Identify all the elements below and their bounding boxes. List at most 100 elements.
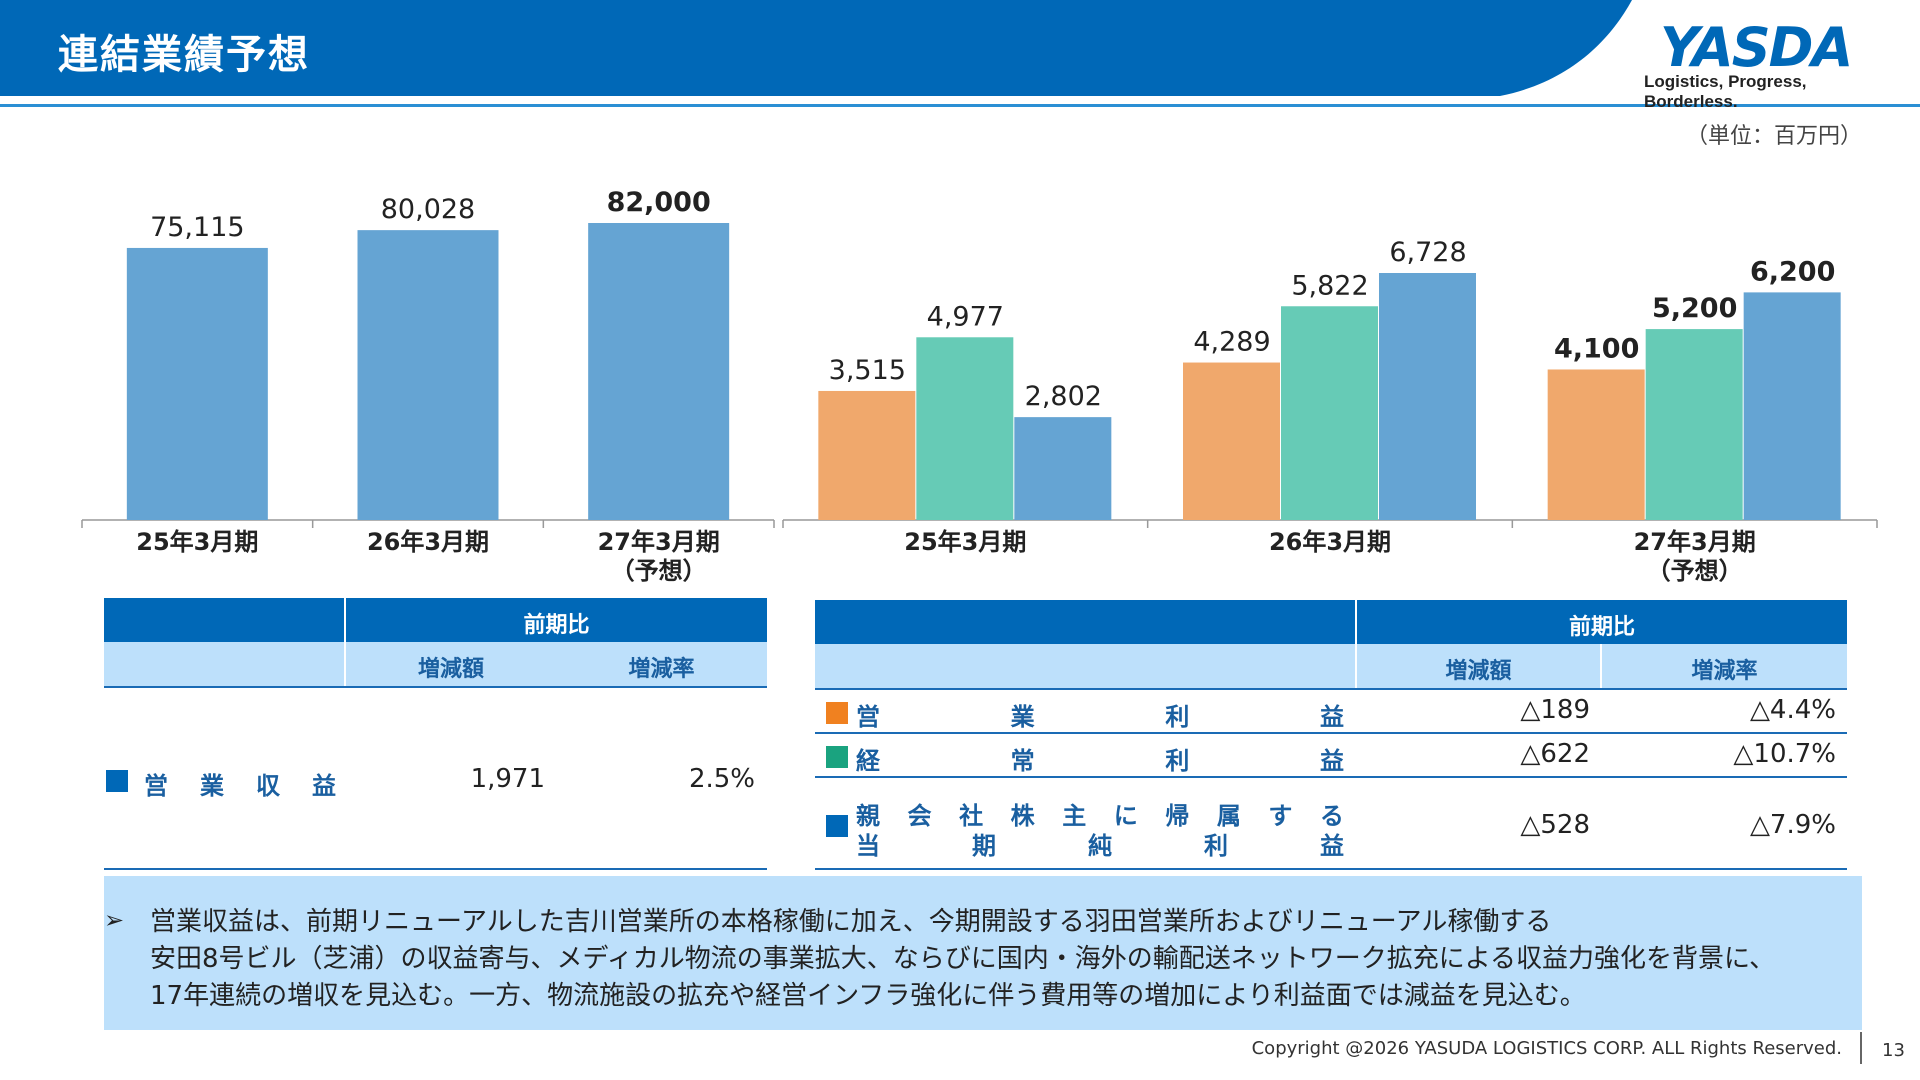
sales-label-char: 営 [144, 772, 168, 800]
sales-value-label: 80,028 [381, 194, 475, 225]
sales-category-label: 25年3月期 [136, 528, 258, 556]
ordinary-profit-value-label: 5,822 [1291, 270, 1368, 301]
copyright-text: Copyright @2026 YASUDA LOGISTICS CORP. A… [1251, 1038, 1842, 1059]
ordinary-profit-bar [1645, 329, 1743, 520]
ordinary-profit-value-label: 4,977 [927, 301, 1004, 332]
net-income-value-label: 6,728 [1389, 237, 1466, 268]
net-income-label-char: 属 [1216, 802, 1241, 830]
net-income-bar [1743, 292, 1841, 520]
operating-profit-bar [1547, 369, 1645, 520]
ordinary-profit-change: △622 [1520, 739, 1590, 769]
net-income-rate: △7.9% [1749, 810, 1836, 840]
left-col-change: 増減額 [417, 657, 484, 682]
company-logo: YASDA Logistics, Progress, Borderless. [1640, 10, 1900, 111]
row-label-operating-profit: 営業利益 [856, 697, 1344, 732]
row-label-net-income-line1: 親会社株主に帰属する [856, 796, 1344, 831]
header-band [0, 0, 1632, 96]
right-col-change: 増減額 [1445, 659, 1512, 684]
left-table-header-row: 前期比 [104, 598, 767, 642]
sales-category-sublabel: （予想） [611, 557, 707, 585]
net-income-change: △528 [1520, 810, 1590, 840]
operating-profit-label-char: 益 [1319, 703, 1344, 731]
bullet-arrow-icon: ➢ [104, 906, 125, 934]
right-table-rule-1 [815, 688, 1847, 690]
net-income-label-char: 帰 [1165, 802, 1190, 830]
operating-profit-value-label: 3,515 [829, 355, 906, 386]
sales-category-label: 27年3月期 [598, 528, 720, 556]
sales-category-label: 26年3月期 [367, 528, 489, 556]
sales-bar [126, 247, 268, 520]
footer-separator [1860, 1032, 1862, 1064]
sales-marker-square [106, 770, 128, 792]
page-title: 連結業績予想 [58, 32, 310, 78]
commentary-line-3: 17年連続の増収を見込む。一方、物流施設の拡充や経営インフラ強化に伴う費用等の増… [150, 981, 1586, 1011]
logo-tagline: Logistics, Progress, Borderless. [1644, 72, 1807, 111]
net-income-label-char: 株 [1010, 802, 1035, 830]
net-income-label-char: 社 [959, 802, 984, 830]
sales-change-value: 1,971 [470, 764, 545, 794]
left-table-sub-divider [344, 642, 346, 686]
ordinary-profit-value-label: 5,200 [1652, 293, 1737, 324]
row-label-sales: 営業収益 [144, 766, 336, 801]
net-income-label-char: 期 [972, 832, 996, 860]
sales-label-char: 収 [256, 772, 280, 800]
left-table-bottom-rule [104, 868, 767, 870]
row-label-net-income-line2: 当期純利益 [856, 826, 1344, 861]
charts-area: 75,11525年3月期80,02826年3月期82,00027年3月期（予想）… [81, 187, 1878, 585]
right-table-sub-divider-2 [1600, 644, 1602, 688]
ordinary-profit-label-char: 益 [1319, 747, 1344, 775]
net-income-value-label: 6,200 [1750, 256, 1835, 287]
left-table-divider [344, 598, 346, 642]
net-income-label-char: る [1319, 802, 1344, 830]
sales-label-char: 益 [312, 772, 336, 800]
ordinary-profit-rate: △10.7% [1733, 739, 1836, 769]
right-table-rule-2 [815, 732, 1847, 734]
net-income-value-label: 2,802 [1025, 381, 1102, 412]
commentary-text: 営業収益は、前期リニューアルした吉川営業所の本格稼働に加え、今期開設する羽田営業… [150, 904, 1850, 1015]
operating-profit-change: △189 [1520, 695, 1590, 725]
left-table-subheader-row: 増減額 増減率 [104, 642, 767, 686]
sales-rate-value: 2.5% [688, 764, 755, 794]
ordinary-profit-marker-square [826, 746, 848, 768]
right-table-rule-3 [815, 776, 1847, 778]
left-table-header-label: 前期比 [523, 613, 590, 638]
operating-profit-bar [1183, 362, 1280, 520]
profit-category-label: 26年3月期 [1269, 528, 1391, 556]
sales-bar [588, 223, 730, 520]
sales-bar [357, 230, 499, 520]
profit-category-label: 27年3月期 [1634, 528, 1756, 556]
header-divider [0, 104, 1920, 107]
logo-wordmark: YASDA [1660, 16, 1853, 79]
page-number: 13 [1882, 1040, 1905, 1061]
operating-profit-bar [818, 390, 916, 520]
net-income-label-char: に [1113, 802, 1138, 830]
profit-category-label: 25年3月期 [904, 528, 1026, 556]
ordinary-profit-label-char: 常 [1010, 747, 1035, 775]
commentary-line-1: 営業収益は、前期リニューアルした吉川営業所の本格稼働に加え、今期開設する羽田営業… [150, 907, 1552, 937]
right-table-header-row: 前期比 [815, 600, 1847, 644]
net-income-label-char: す [1268, 802, 1293, 830]
net-income-label-char: 主 [1062, 802, 1087, 830]
ordinary-profit-label-char: 利 [1165, 747, 1190, 775]
operating-profit-rate: △4.4% [1749, 695, 1836, 725]
ordinary-profit-bar [1281, 306, 1378, 520]
right-table-header-label: 前期比 [1568, 615, 1635, 640]
ordinary-profit-bar [916, 337, 1014, 520]
commentary-box [104, 876, 1862, 1030]
operating-profit-label-char: 利 [1165, 703, 1190, 731]
ordinary-profit-label-char: 経 [856, 747, 880, 775]
right-table-divider [1355, 600, 1357, 644]
sales-value-label: 82,000 [607, 187, 711, 218]
net-income-bar [1014, 417, 1112, 520]
row-label-ordinary-profit: 経常利益 [856, 741, 1344, 776]
sales-label-char: 業 [200, 772, 224, 800]
net-income-label-char: 当 [856, 832, 880, 860]
net-income-label-char: 益 [1320, 832, 1344, 860]
commentary-line-2: 安田8号ビル（芝浦）の収益寄与、メディカル物流の事業拡大、ならびに国内・海外の輸… [150, 944, 1776, 974]
operating-profit-label-char: 営 [856, 703, 880, 731]
operating-profit-value-label: 4,289 [1193, 327, 1270, 358]
right-col-rate: 増減率 [1691, 659, 1758, 684]
left-table-rule [104, 686, 767, 688]
net-income-marker-square [826, 815, 848, 837]
right-table-sub-divider-1 [1355, 644, 1357, 688]
